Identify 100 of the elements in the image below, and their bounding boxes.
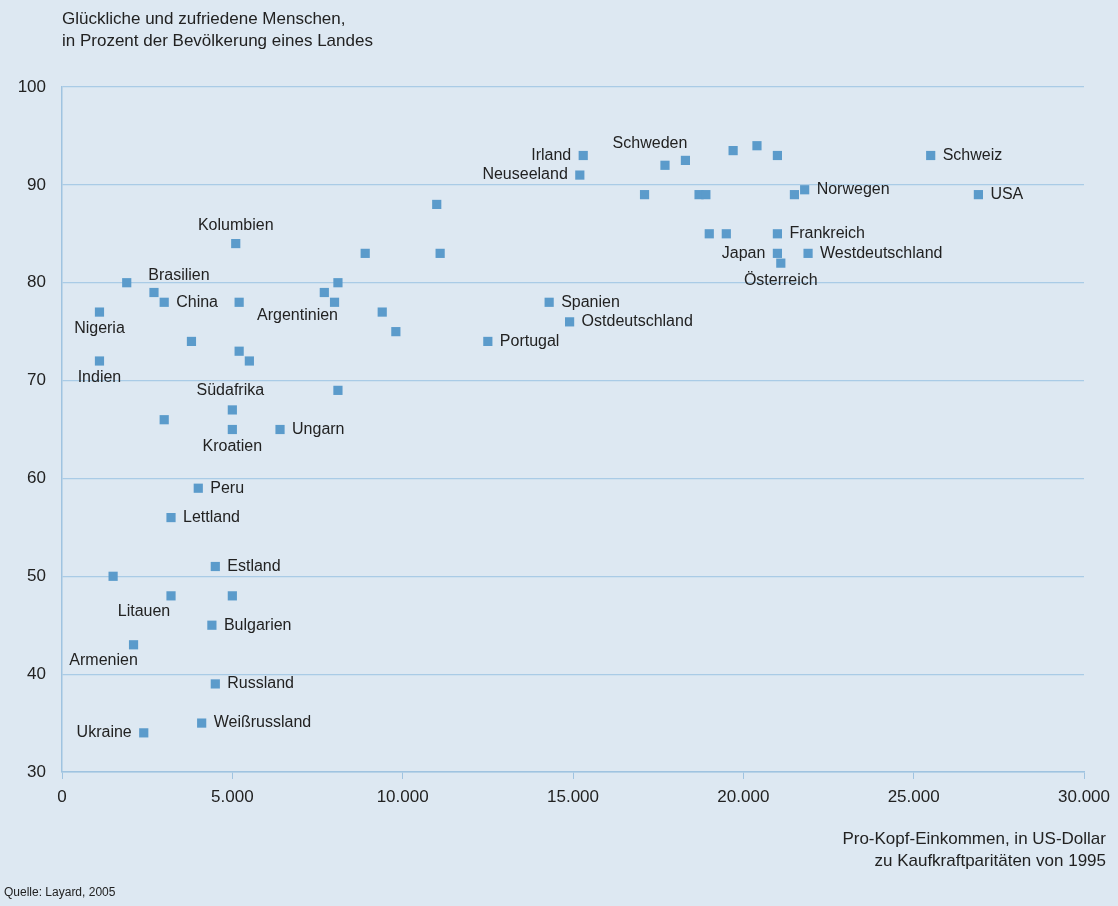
point [210,679,220,689]
annotation: Frankreich [789,224,865,242]
annotation: Kroatien [202,436,263,454]
point [234,346,244,356]
annotation: Estland [227,556,281,574]
annotation: Portugal [499,331,560,349]
point [197,718,207,728]
annotation: Irland [531,145,572,163]
point [227,405,237,415]
point [234,297,244,307]
point [210,561,220,572]
annotation: Nigeria [74,319,125,337]
annotation: Weißrussland [213,713,312,731]
point [207,620,217,630]
annotation: Ostdeutschland [581,312,693,330]
point [565,317,575,327]
x-tick-label: 25.000 [887,786,940,806]
point [333,278,343,288]
y-tick-label: 40 [27,663,46,683]
point [544,297,554,307]
x-tick-label: 20.000 [717,786,770,806]
point [578,150,588,161]
y-tick-label: 50 [27,565,46,585]
point [435,248,445,258]
annotation: Norwegen [816,180,890,198]
point [701,190,711,200]
point [800,185,810,195]
annotation: Schweiz [942,145,1003,163]
point [108,571,118,581]
point [432,199,442,210]
annotation: Brasilien [148,265,210,283]
point [159,297,169,307]
point [360,248,370,258]
point [94,356,105,366]
point [772,150,782,161]
annotation: China [176,292,219,310]
point [193,483,203,493]
annotation: Lettland [183,507,240,525]
y-tick-label: 80 [27,272,46,292]
annotation: Armenien [69,651,138,669]
annotation: Westdeutschland [820,243,943,261]
x-axis-title: Pro-Kopf-Einkommen, in US-Dollar zu Kaufkraftparitäten von 1995 [842,828,1106,872]
point [333,385,343,395]
x-tick-label: 5.000 [211,786,254,806]
y-tick-label: 70 [27,370,46,390]
x-tick-label: 0 [57,786,67,806]
point [275,424,285,435]
point [244,356,254,366]
y-tick-label: 90 [27,174,46,194]
point [227,591,237,601]
y-axis-title: Glückliche und zufriedene Menschen, in Prozent der Bevölkerung eines Landes [62,8,373,52]
annotation: Russland [227,674,294,692]
point [122,278,132,288]
annotation: Litauen [117,602,171,620]
point [776,258,786,268]
source-note: Quelle: Layard, 2005 [4,884,116,900]
annotation: Spanien [561,292,620,310]
point [721,229,731,239]
point [94,307,105,317]
point [159,415,169,425]
point [149,287,159,298]
annotation: Neuseeland [482,165,568,183]
x-tick-label: 10.000 [376,786,429,806]
annotation: Indien [77,368,122,386]
annotation: Japan [721,243,766,261]
point [231,238,241,249]
y-tick-label: 100 [17,76,46,96]
point [128,640,139,650]
annotation: USA [990,185,1024,203]
x-tick-label: 30.000 [1058,786,1110,806]
point [973,190,983,200]
point [227,424,237,435]
annotation: Peru [210,478,245,496]
y-tick-label: 60 [27,468,46,488]
annotation: Kolumbien [197,215,274,233]
point [752,141,762,151]
point [680,155,691,165]
point [660,160,670,170]
point [186,336,197,347]
x-tick-label: 15.000 [547,786,599,806]
point [166,512,176,523]
annotation: Schweden [612,133,688,151]
point [166,591,176,601]
point [319,287,329,298]
point [803,248,813,258]
annotation: Südafrika [196,381,265,399]
point [329,297,340,307]
annotation: Argentinien [257,305,339,323]
point [704,229,714,239]
point [789,190,800,200]
point [391,327,401,337]
annotation: Ukraine [76,723,132,741]
point [728,146,738,156]
point [772,248,782,258]
y-tick-label: 30 [27,761,46,781]
point [377,307,387,317]
point [639,190,650,200]
annotation: Bulgarien [223,615,292,633]
point [772,229,782,239]
annotation: Ungarn [292,419,345,437]
